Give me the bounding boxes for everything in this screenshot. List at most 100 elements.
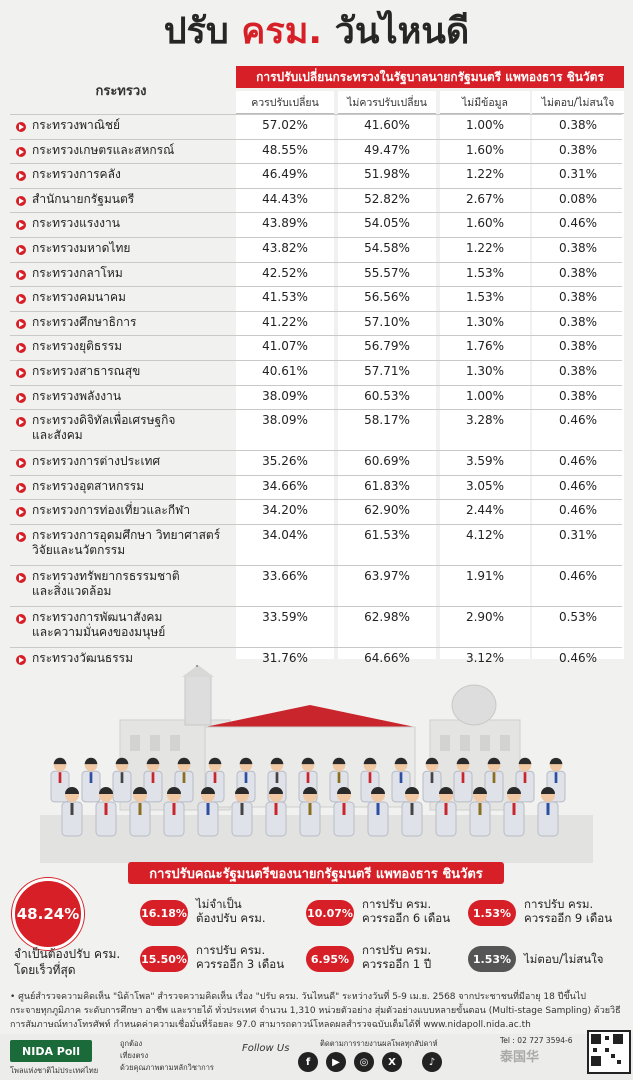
value-cell: 33.59% — [262, 609, 308, 624]
value-cell: 60.69% — [364, 454, 410, 469]
value-cell: 0.38% — [558, 118, 598, 132]
value-cell: 43.82% — [262, 240, 308, 255]
option-value-9-months: 1.53% — [468, 900, 516, 926]
row-bullet-icon — [16, 458, 26, 469]
value-cell: 1.76% — [465, 339, 505, 354]
value-cell: 3.12% — [465, 650, 505, 665]
ministry-name: กระทรวงการพัฒนาสังคม และความมั่นคงของมนุษ… — [32, 609, 166, 639]
subheader-no-info: ไม่มีข้อมูล — [440, 91, 530, 114]
row-bullet-icon — [16, 146, 26, 157]
value-cell: 1.60% — [465, 216, 505, 231]
ministry-name: กระทรวงคมนาคม — [32, 290, 126, 305]
table-row: กระทรวงพลังงาน 38.09% 60.53% 1.00% 0.38% — [10, 384, 622, 410]
ministry-name: กระทรวงดิจิทัลเพื่อเศรษฐกิจ และสังคม — [32, 413, 176, 443]
value-cell: 0.46% — [558, 413, 598, 428]
value-cell: 0.38% — [558, 290, 598, 305]
table-row: กระทรวงการอุดมศึกษา วิทยาศาสตร์ วิจัยและน… — [10, 523, 622, 565]
table-row: กระทรวงยุติธรรม 41.07% 56.79% 1.76% 0.38% — [10, 335, 622, 360]
table-row: สำนักนายกรัฐมนตรี 44.43% 52.82% 2.67% 0.08% — [10, 187, 622, 213]
row-bullet-icon — [16, 294, 26, 305]
page-title: ปรับ ครม. วันไหนดี — [0, 8, 633, 56]
value-cell: 0.38% — [558, 363, 598, 378]
value-cell: 54.05% — [364, 216, 410, 231]
value-cell: 34.66% — [262, 478, 308, 493]
qr-code[interactable] — [587, 1030, 631, 1074]
value-cell: 35.26% — [262, 454, 308, 469]
column-bg-4 — [532, 114, 624, 659]
instagram-icon[interactable]: ◎ — [354, 1052, 374, 1072]
table-row: กระทรวงแรงงาน 43.89% 54.05% 1.60% 0.46% — [10, 212, 622, 237]
value-cell: 3.59% — [465, 454, 505, 469]
table-row: กระทรวงสาธารณสุข 40.61% 57.71% 1.30% 0.38% — [10, 359, 622, 385]
value-cell: 0.46% — [558, 478, 598, 493]
table-row: กระทรวงการพัฒนาสังคม และความมั่นคงของมนุษ… — [10, 605, 622, 647]
value-cell: 63.97% — [364, 568, 410, 583]
option-label-9-months: การปรับ ครม. ควรรออีก 9 เดือน — [524, 897, 613, 925]
value-cell: 3.05% — [465, 478, 505, 493]
table-row: กระทรวงวัฒนธรรม 31.76% 64.66% 3.12% 0.46% — [10, 646, 622, 672]
value-cell: 57.71% — [364, 363, 410, 378]
tagline-2: เที่ยงตรง — [120, 1051, 149, 1060]
value-cell: 34.20% — [262, 503, 308, 518]
row-bullet-icon — [16, 244, 26, 255]
value-cell: 1.53% — [465, 290, 505, 305]
row-bullet-icon — [16, 572, 26, 583]
row-bullet-icon — [16, 654, 26, 665]
value-cell: 1.30% — [465, 363, 505, 378]
ministry-name: กระทรวงพลังงาน — [32, 388, 122, 403]
row-bullet-icon — [16, 507, 26, 518]
note-line-3: การสัมภาษณ์ทางโทรศัพท์ กำหนดค่าความเชื่อ… — [10, 1020, 531, 1030]
value-cell: 4.12% — [465, 527, 505, 542]
title-part-2: ครม. — [241, 11, 323, 52]
value-cell: 0.38% — [558, 265, 598, 280]
ministry-name: กระทรวงทรัพยากรธรรมชาติ และสิ่งแวดล้อม — [32, 568, 180, 598]
watermark: 泰国华 — [500, 1050, 540, 1065]
tagline-3: ด้วยคุณภาพตามหลักวิชาการ — [120, 1063, 214, 1072]
tiktok-icon[interactable]: ♪ — [422, 1052, 442, 1072]
column-bg-2 — [338, 114, 436, 659]
value-cell: 1.00% — [465, 388, 505, 403]
table-row: กระทรวงคมนาคม 41.53% 56.56% 1.53% 0.38% — [10, 286, 622, 311]
option-value-3-months: 15.50% — [140, 946, 188, 972]
row-bullet-icon — [16, 613, 26, 624]
ministry-name: กระทรวงสาธารณสุข — [32, 363, 141, 378]
value-cell: 48.55% — [262, 142, 308, 157]
value-cell: 1.30% — [465, 314, 505, 329]
note-line-1: • ศูนย์สำรวจความคิดเห็น "นิด้าโพล" สำรวจ… — [10, 992, 586, 1002]
note-line-2: กระจายทุกภูมิภาค ระดับการศึกษา อาชีพ และ… — [10, 1006, 621, 1016]
value-cell: 0.46% — [558, 568, 598, 583]
value-cell: 60.53% — [364, 388, 410, 403]
value-cell: 38.09% — [262, 413, 308, 428]
value-cell: 43.89% — [262, 216, 308, 231]
option-value-1-year: 6.95% — [306, 946, 354, 972]
value-cell: 62.90% — [364, 503, 410, 518]
value-cell: 49.47% — [364, 142, 410, 157]
row-bullet-icon — [16, 122, 26, 132]
value-cell: 1.91% — [465, 568, 505, 583]
value-cell: 0.38% — [558, 339, 598, 354]
ministry-name: กระทรวงศึกษาธิการ — [32, 314, 137, 329]
ministry-name: กระทรวงวัฒนธรรม — [32, 650, 134, 665]
value-cell: 40.61% — [262, 363, 308, 378]
ministry-name: กระทรวงการท่องเที่ยวและกีฬา — [32, 503, 191, 518]
title-part-3: วันไหนดี — [322, 11, 470, 52]
table-row: กระทรวงอุตสาหกรรม 34.66% 61.83% 3.05% 0.46% — [10, 474, 622, 500]
column-bg-3 — [440, 114, 530, 659]
facebook-icon[interactable]: f — [298, 1052, 318, 1072]
youtube-icon[interactable]: ▶ — [326, 1052, 346, 1072]
option-label-1-year: การปรับ ครม. ควรรออีก 1 ปี — [362, 943, 432, 971]
telephone: Tel : 02 727 3594-6 — [500, 1036, 573, 1045]
row-bullet-icon — [16, 343, 26, 354]
value-cell: 33.66% — [262, 568, 308, 583]
x-icon[interactable]: X — [382, 1052, 402, 1072]
table-row: กระทรวงมหาดไทย 43.82% 54.58% 1.22% 0.38% — [10, 236, 622, 262]
value-cell: 0.46% — [558, 650, 598, 665]
value-cell: 41.53% — [262, 290, 308, 305]
value-cell: 2.90% — [465, 609, 505, 624]
row-bullet-icon — [16, 367, 26, 378]
row-bullet-icon — [16, 269, 26, 280]
option-value-no-need: 16.18% — [140, 900, 188, 926]
table-row: กระทรวงกลาโหม 42.52% 55.57% 1.53% 0.38% — [10, 261, 622, 287]
option-value-6-months: 10.07% — [306, 900, 354, 926]
group-column-header: การปรับเปลี่ยนกระทรวงในรัฐบาลนายกรัฐมนตร… — [236, 66, 624, 88]
